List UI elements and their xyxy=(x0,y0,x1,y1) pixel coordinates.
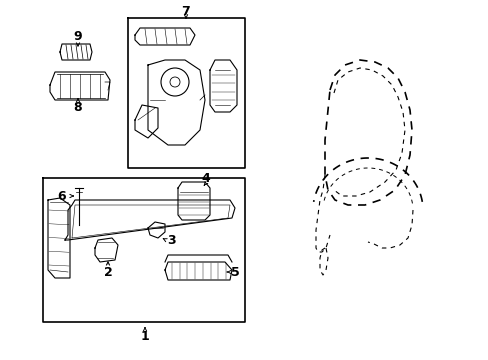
Text: 3: 3 xyxy=(167,234,176,247)
Text: 9: 9 xyxy=(74,30,82,42)
Text: 8: 8 xyxy=(74,100,82,113)
Text: 4: 4 xyxy=(201,171,210,185)
Text: 5: 5 xyxy=(230,266,239,279)
Text: 1: 1 xyxy=(141,329,149,342)
Text: 6: 6 xyxy=(58,189,66,202)
Text: 2: 2 xyxy=(103,266,112,279)
Text: 7: 7 xyxy=(181,5,190,18)
